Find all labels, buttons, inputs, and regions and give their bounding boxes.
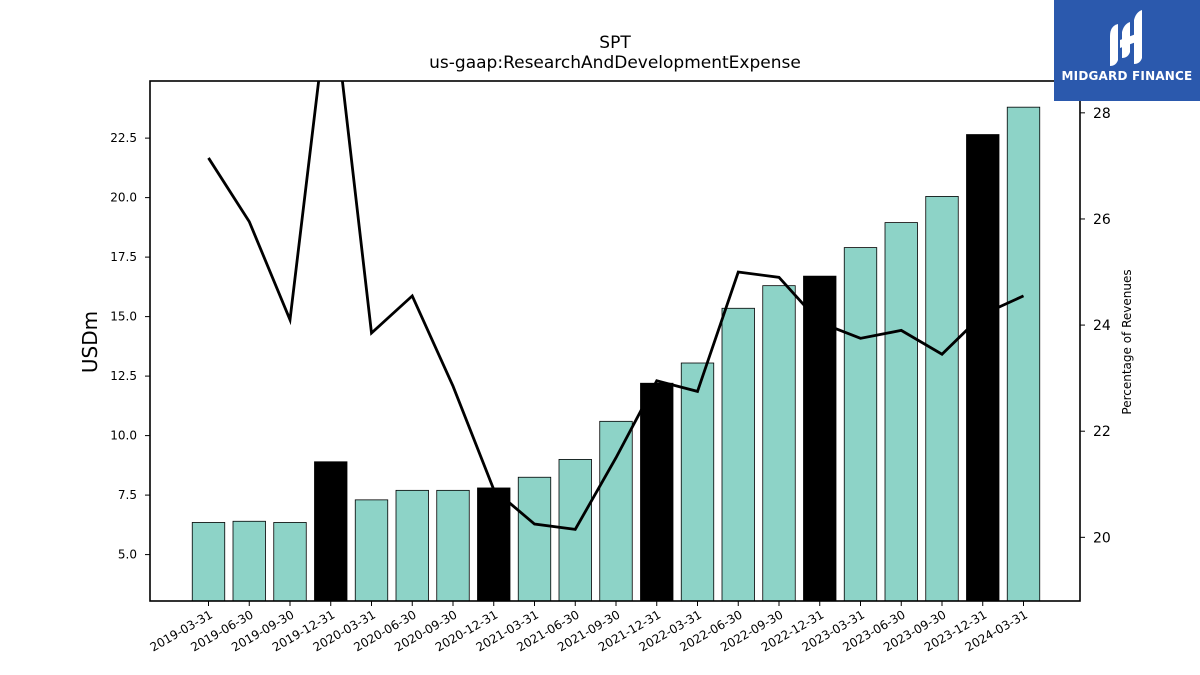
bar bbox=[1006, 106, 1041, 602]
y-tick-label: 5.0 bbox=[118, 548, 137, 562]
plot-frame bbox=[149, 80, 1081, 602]
bar bbox=[966, 134, 1000, 602]
bar bbox=[191, 522, 226, 602]
y-right-tick-label: 24 bbox=[1093, 318, 1111, 334]
line-series bbox=[207, 81, 1025, 531]
y-tick-label: 20.0 bbox=[110, 191, 137, 205]
y-axis-right: 20 22 24 26 28 bbox=[1080, 106, 1111, 546]
bar bbox=[395, 489, 429, 602]
chart-title: SPT bbox=[599, 33, 631, 53]
y-axis-left: 5.0 7.5 10.0 12.5 15.0 17.5 20.0 22.5 bbox=[110, 131, 150, 562]
y-right-tick-label: 20 bbox=[1093, 530, 1111, 546]
bar bbox=[803, 275, 837, 602]
bar bbox=[232, 520, 266, 602]
x-axis: 2019-03-312019-06-302019-09-302019-12-31… bbox=[148, 601, 1030, 654]
y-axis-right-label: Percentage of Revenues bbox=[1120, 269, 1134, 414]
bar bbox=[925, 196, 959, 602]
brand-logo: MIDGARD FINANCE bbox=[1054, 0, 1200, 101]
y-tick-label: 10.0 bbox=[110, 429, 137, 443]
bar bbox=[680, 362, 715, 602]
y-right-tick-label: 26 bbox=[1093, 212, 1111, 228]
logo-text: MIDGARD FINANCE bbox=[1061, 69, 1193, 83]
y-tick-label: 22.5 bbox=[110, 131, 137, 145]
plot-border bbox=[149, 80, 1081, 602]
line-series-path bbox=[207, 81, 1025, 531]
y-right-tick-label: 22 bbox=[1093, 424, 1111, 440]
bar bbox=[762, 285, 796, 602]
bar bbox=[273, 522, 307, 602]
y-tick-label: 15.0 bbox=[110, 310, 137, 324]
y-tick-label: 7.5 bbox=[118, 488, 137, 502]
y-right-tick-label: 28 bbox=[1093, 106, 1111, 122]
bars bbox=[191, 106, 1041, 602]
midgard-logo-icon bbox=[1110, 10, 1142, 66]
bar bbox=[436, 489, 470, 602]
bar bbox=[517, 476, 552, 602]
bar bbox=[599, 420, 633, 602]
bar bbox=[354, 499, 389, 602]
bar bbox=[884, 222, 918, 602]
bar bbox=[314, 461, 348, 602]
y-axis-label: USDm bbox=[78, 311, 102, 373]
bar bbox=[640, 382, 674, 602]
bar bbox=[721, 307, 755, 602]
chart-subtitle: us-gaap:ResearchAndDevelopmentExpense bbox=[429, 53, 801, 73]
y-tick-label: 17.5 bbox=[110, 250, 137, 264]
bar bbox=[477, 487, 511, 602]
y-tick-label: 12.5 bbox=[110, 369, 137, 383]
bar bbox=[843, 247, 878, 602]
